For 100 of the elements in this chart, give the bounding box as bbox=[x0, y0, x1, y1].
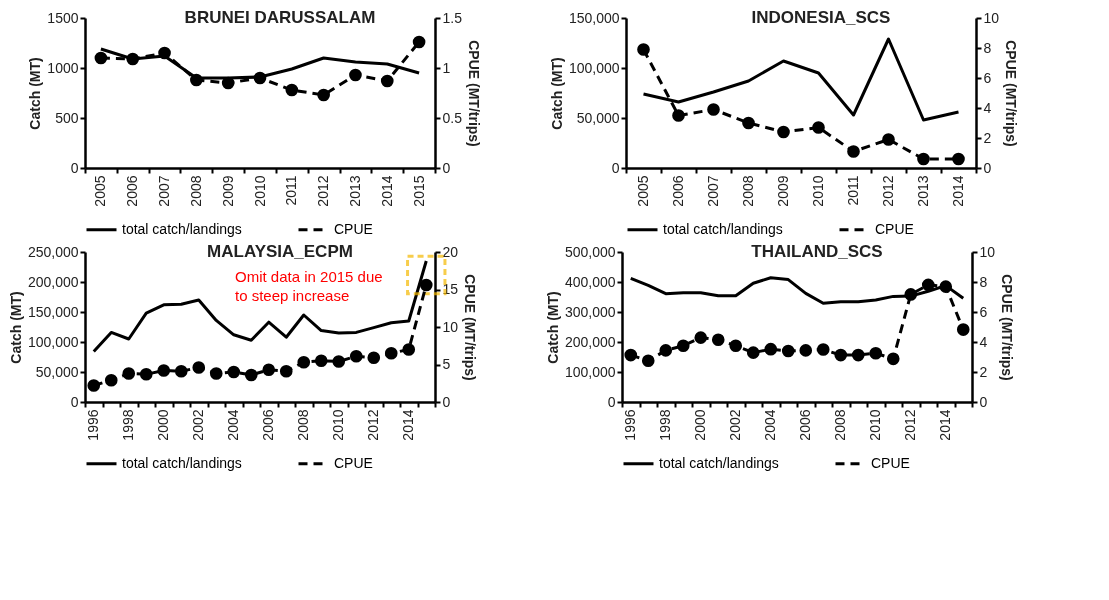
y2-tick-label: 1 bbox=[442, 59, 451, 76]
y2-tick-label: 10 bbox=[979, 243, 996, 260]
point bbox=[641, 354, 655, 368]
y2-tick-label: 10 bbox=[983, 9, 1000, 26]
point bbox=[952, 152, 965, 166]
point bbox=[139, 367, 153, 381]
point bbox=[812, 121, 825, 134]
y2-tick-label: 0 bbox=[979, 393, 988, 410]
x-tick-label: 2010 bbox=[251, 175, 268, 207]
point bbox=[190, 73, 203, 87]
chart-title: BRUNEI DARUSSALAM bbox=[184, 8, 376, 27]
chart-title: MALAYSIA_ECPM bbox=[207, 242, 353, 261]
y2-tick-label: 0.5 bbox=[442, 109, 463, 126]
point bbox=[94, 51, 108, 65]
x-tick-label: 2004 bbox=[762, 409, 779, 441]
legend-label: CPUE bbox=[875, 220, 914, 237]
y-tick-label: 200,000 bbox=[27, 273, 79, 290]
point bbox=[419, 278, 433, 292]
x-tick-label: 2002 bbox=[727, 409, 744, 441]
point bbox=[317, 88, 330, 102]
point bbox=[244, 368, 258, 382]
point bbox=[279, 364, 293, 378]
point bbox=[799, 344, 813, 357]
point bbox=[746, 346, 760, 359]
annotation: Omit data in 2015 due to steep increase bbox=[235, 268, 383, 304]
x-tick-label: 2012 bbox=[880, 175, 896, 207]
point bbox=[412, 35, 426, 49]
x-tick-label: 2015 bbox=[410, 175, 427, 207]
legend-label: total catch/landings bbox=[122, 220, 242, 237]
y-tick-label: 100,000 bbox=[27, 333, 79, 350]
y-tick-label: 0 bbox=[70, 159, 79, 176]
y2-tick-label: 10 bbox=[442, 318, 459, 335]
point bbox=[921, 278, 935, 292]
point bbox=[956, 323, 970, 336]
point bbox=[158, 46, 171, 60]
y-tick-label: 500,000 bbox=[564, 243, 616, 260]
point bbox=[694, 331, 708, 344]
x-tick-label: 2013 bbox=[346, 175, 363, 207]
point bbox=[349, 349, 363, 363]
y2-tick-label: 0 bbox=[442, 393, 451, 410]
point bbox=[659, 344, 673, 357]
y-tick-label: 0 bbox=[611, 159, 620, 176]
point bbox=[624, 348, 638, 362]
point bbox=[742, 116, 755, 130]
line-series bbox=[92, 259, 428, 354]
y2-tick-label: 6 bbox=[983, 69, 992, 86]
point bbox=[380, 74, 394, 88]
y-tick-label: 0 bbox=[70, 393, 79, 410]
legend-label: total catch/landings bbox=[659, 454, 779, 471]
point bbox=[349, 68, 362, 82]
x-tick-label: 1998 bbox=[657, 409, 674, 441]
point bbox=[87, 379, 101, 392]
point bbox=[122, 367, 136, 380]
x-tick-label: 1996 bbox=[622, 409, 639, 441]
point bbox=[781, 344, 795, 358]
point bbox=[816, 343, 830, 356]
point bbox=[834, 348, 848, 362]
y2-axis-title: CPUE (MT/trips) bbox=[1003, 40, 1020, 147]
y2-axis-title: CPUE (MT/trips) bbox=[465, 40, 482, 147]
x-tick-label: 2014 bbox=[950, 175, 966, 207]
point bbox=[672, 109, 685, 122]
point bbox=[157, 364, 171, 377]
y-tick-label: 150,000 bbox=[27, 303, 79, 320]
x-tick-label: 2014 bbox=[937, 409, 954, 441]
y2-tick-label: 0 bbox=[983, 159, 992, 176]
legend-label: CPUE bbox=[334, 220, 373, 237]
legend-label: total catch/landings bbox=[122, 454, 242, 471]
x-tick-label: 2007 bbox=[705, 175, 721, 207]
x-tick-label: 2011 bbox=[283, 175, 300, 206]
y-tick-label: 50,000 bbox=[35, 363, 79, 380]
point bbox=[917, 152, 930, 166]
x-tick-label: 2000 bbox=[692, 409, 709, 441]
point bbox=[262, 363, 276, 377]
chart-title: THAILAND_SCS bbox=[751, 242, 883, 261]
x-tick-label: 2006 bbox=[670, 175, 686, 207]
point bbox=[707, 103, 720, 116]
x-tick-label: 2006 bbox=[124, 175, 141, 207]
y2-tick-label: 1.5 bbox=[442, 9, 463, 26]
y2-axis-title: CPUE (MT/trips) bbox=[462, 274, 479, 381]
point bbox=[882, 133, 895, 146]
x-tick-label: 2012 bbox=[902, 409, 919, 441]
x-tick-label: 2004 bbox=[225, 409, 242, 441]
x-tick-label: 2006 bbox=[260, 409, 277, 441]
x-tick-label: 2009 bbox=[775, 175, 791, 207]
y-tick-label: 300,000 bbox=[564, 303, 616, 320]
point bbox=[637, 43, 650, 56]
y2-tick-label: 4 bbox=[983, 99, 992, 116]
x-tick-label: 2012 bbox=[315, 175, 332, 207]
x-tick-label: 2014 bbox=[378, 175, 395, 207]
x-tick-label: 2006 bbox=[797, 409, 814, 441]
point bbox=[285, 83, 299, 97]
point bbox=[904, 288, 918, 301]
y-axis-title: Catch (MT) bbox=[544, 291, 561, 364]
y-tick-label: 400,000 bbox=[564, 273, 616, 290]
x-tick-label: 2008 bbox=[832, 409, 849, 441]
y-tick-label: 50,000 bbox=[576, 109, 620, 126]
y2-tick-label: 6 bbox=[979, 303, 988, 320]
y-axis-title: Catch (MT) bbox=[27, 57, 44, 130]
x-tick-label: 2008 bbox=[187, 175, 204, 207]
x-tick-label: 2012 bbox=[365, 409, 382, 441]
